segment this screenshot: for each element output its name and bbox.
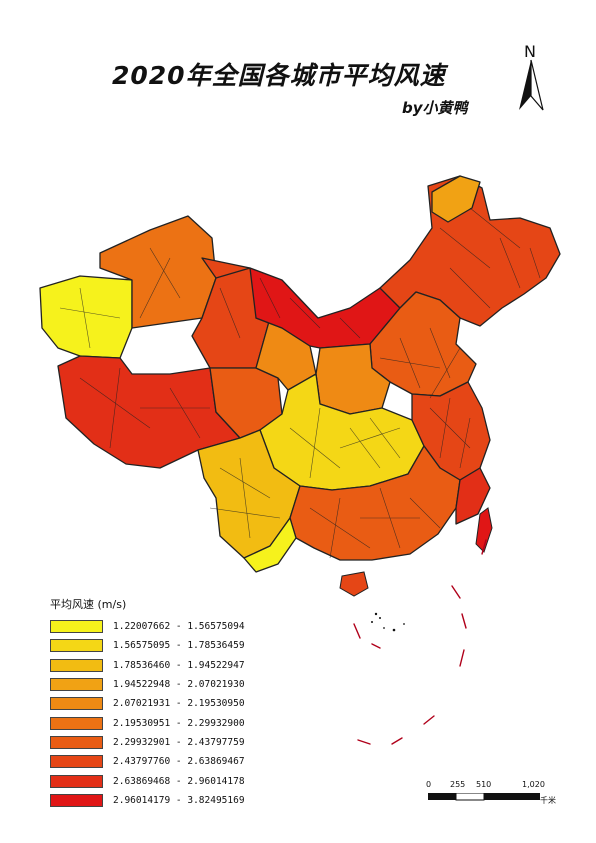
scale-tick-0: 0 <box>426 780 432 789</box>
legend-label: 1.56575095 - 1.78536459 <box>113 640 245 652</box>
legend-label: 2.43797760 - 2.63869467 <box>113 756 245 768</box>
legend-item: 2.07021931 - 2.19530950 <box>50 694 270 713</box>
legend-item: 2.19530951 - 2.29932900 <box>50 713 270 732</box>
south-sea-boundary <box>353 539 487 745</box>
legend-label: 2.29932901 - 2.43797759 <box>113 736 245 748</box>
legend-item: 1.56575095 - 1.78536459 <box>50 636 270 655</box>
region-fujian <box>455 467 491 525</box>
legend-label: 2.63869468 - 2.96014178 <box>113 775 245 787</box>
legend-label: 2.96014179 - 3.82495169 <box>113 794 245 806</box>
south-sea-islands <box>371 612 405 632</box>
legend-swatch <box>50 793 103 807</box>
region-hainan <box>339 571 369 597</box>
legend-swatch <box>50 658 103 672</box>
legend-item: 2.63869468 - 2.96014178 <box>50 771 270 790</box>
north-arrow-icon <box>519 59 544 111</box>
legend-swatch <box>50 735 103 749</box>
legend-item: 1.94522948 - 2.07021930 <box>50 675 270 694</box>
legend-swatch <box>50 678 103 692</box>
region-hulunbuir <box>431 175 481 223</box>
city-boundaries <box>59 207 541 559</box>
scale-bar-graphic <box>428 793 540 801</box>
legend-item: 2.29932901 - 2.43797759 <box>50 733 270 752</box>
scale-tick-1: 255 <box>450 780 466 789</box>
legend-label: 1.94522948 - 2.07021930 <box>113 679 245 691</box>
north-label: N <box>524 42 536 61</box>
legend-label: 1.78536460 - 1.94522947 <box>113 659 245 671</box>
region-northeast-main <box>379 175 561 327</box>
region-xinjiang-west <box>39 275 133 359</box>
map-regions <box>39 175 561 573</box>
legend-swatch <box>50 755 103 769</box>
legend-swatch <box>50 716 103 730</box>
legend-swatch <box>50 774 103 788</box>
legend-item: 1.22007662 - 1.56575094 <box>50 617 270 636</box>
legend-item: 2.96014179 - 3.82495169 <box>50 791 270 810</box>
scale-tick-3: 1,020 <box>522 780 545 789</box>
legend-title: 平均风速 (m/s) <box>50 598 127 611</box>
legend-label: 2.19530951 - 2.29932900 <box>113 717 245 729</box>
map-title: 2020年全国各城市平均风速 <box>112 61 446 90</box>
china-choropleth-map <box>39 175 561 745</box>
scale-tick-2: 510 <box>476 780 492 789</box>
legend-item: 1.78536460 - 1.94522947 <box>50 656 270 675</box>
scale-unit: 千米 <box>540 796 556 805</box>
author-byline: by小黄鸭 <box>402 99 468 117</box>
legend-swatch <box>50 697 103 711</box>
legend: 平均风速 (m/s) 1.22007662 - 1.56575094 1.5657… <box>50 596 270 810</box>
legend-label: 1.22007662 - 1.56575094 <box>113 621 245 633</box>
region-taiwan <box>475 507 493 553</box>
legend-swatch <box>50 620 103 634</box>
legend-label: 2.07021931 - 2.19530950 <box>113 698 245 710</box>
region-yunnan-south <box>243 517 297 573</box>
legend-item: 2.43797760 - 2.63869467 <box>50 752 270 771</box>
scale-bar: 0 255 510 1,020 千米 <box>424 780 574 810</box>
legend-swatch <box>50 639 103 653</box>
